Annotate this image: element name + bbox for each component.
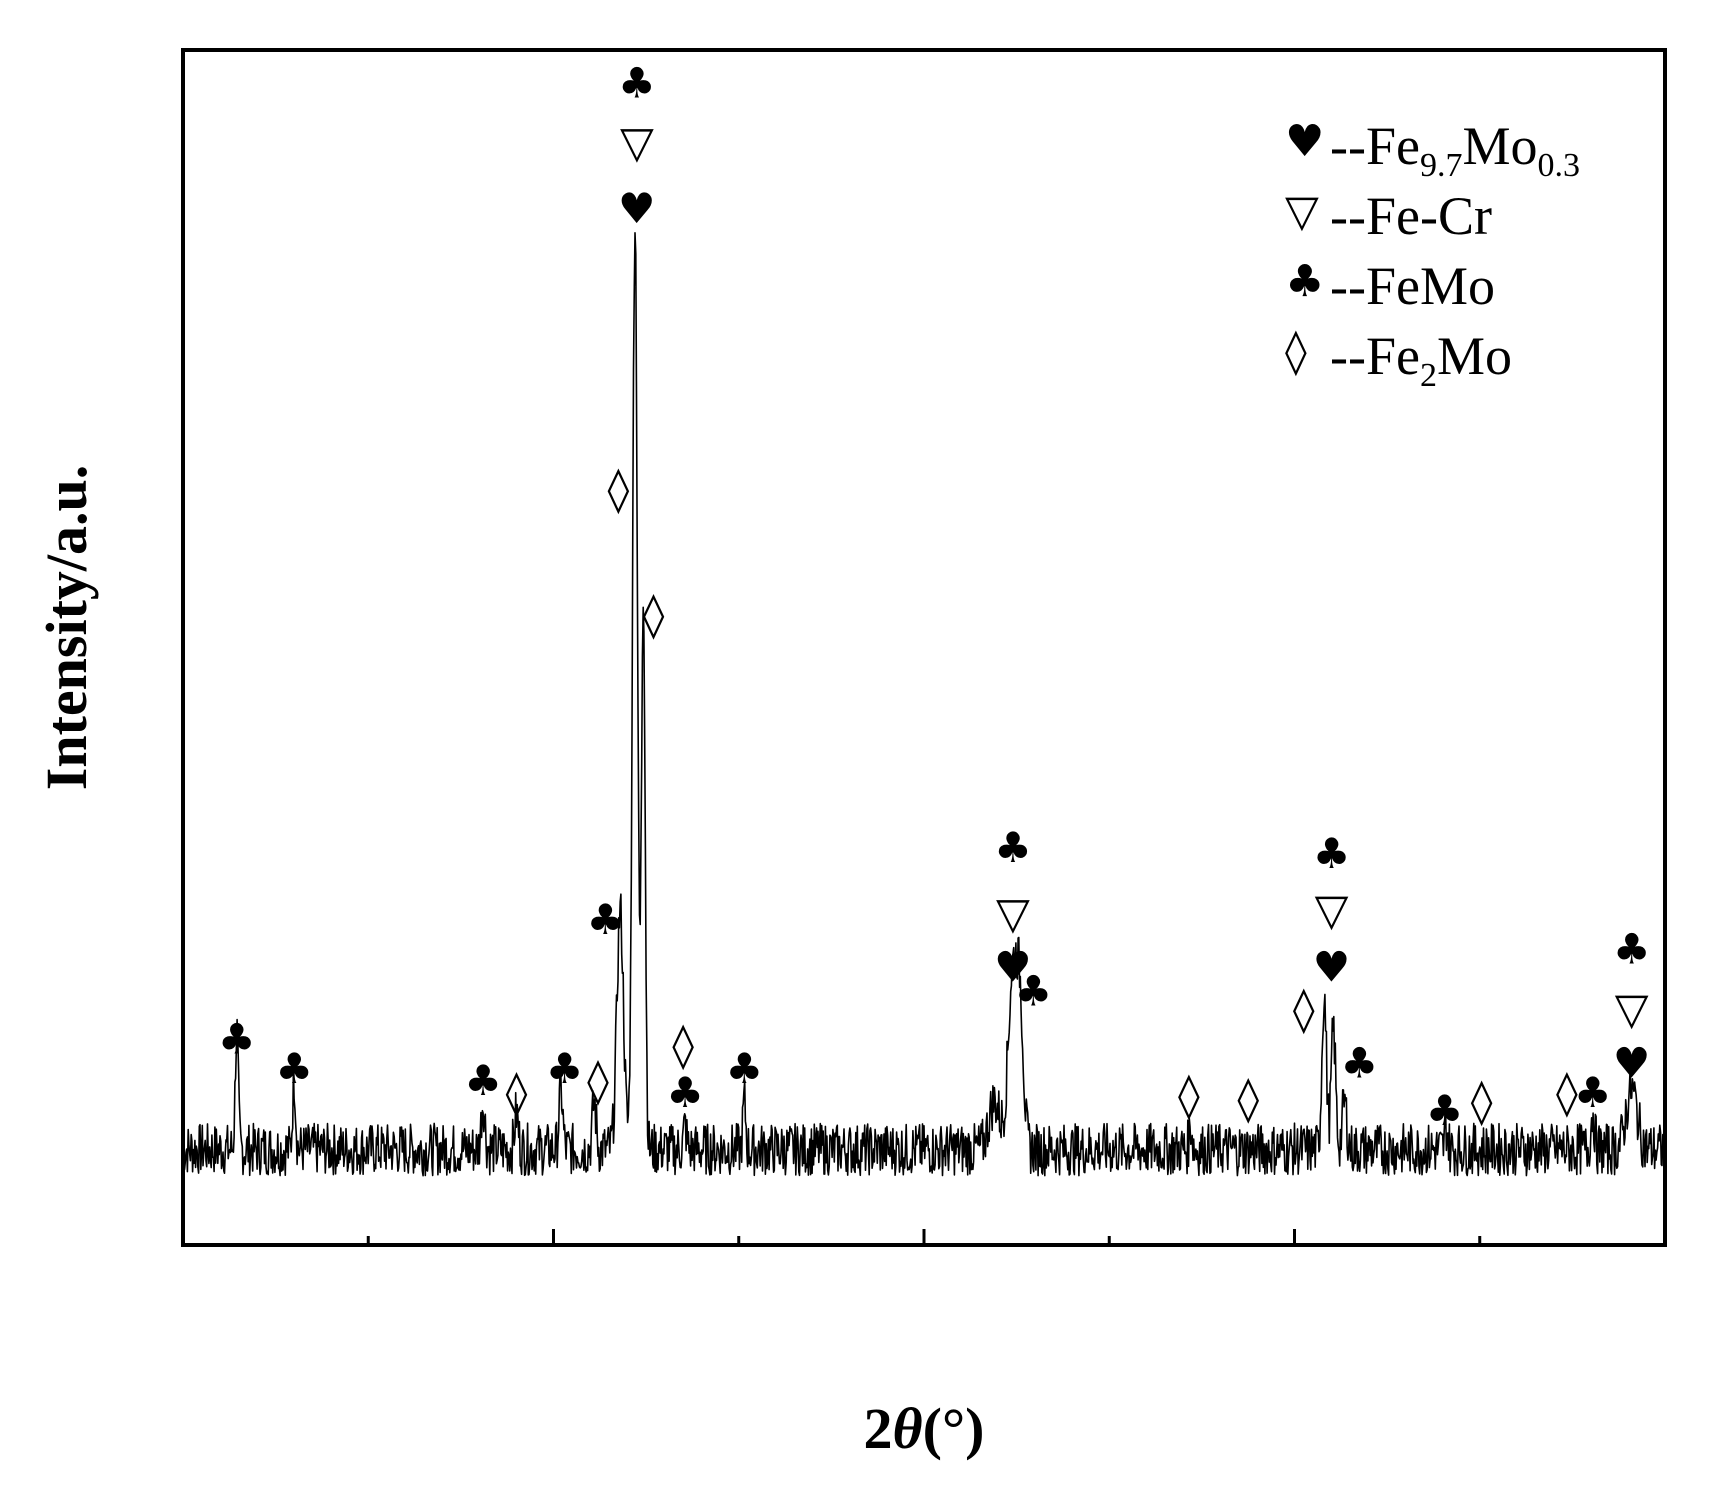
peak-marker: ♣: [1426, 1086, 1464, 1135]
peak-marker: ♣: [1574, 1068, 1612, 1117]
peak-marker: ♣: [218, 1014, 256, 1063]
peak-marker: ♣: [587, 895, 625, 944]
legend-item: ♣ --FeMo: [1285, 256, 1495, 316]
peak-marker: ♣: [994, 823, 1032, 872]
peak-marker: ♥: [1313, 943, 1351, 992]
peak-marker: ▽: [1615, 984, 1649, 1035]
legend-text-part: --Fe: [1330, 326, 1420, 386]
peak-marker: ♣: [618, 58, 656, 107]
peak-marker: ◊: [587, 1056, 609, 1107]
peak-marker: ♣: [725, 1044, 763, 1093]
peak-marker: ♣: [1613, 925, 1651, 974]
peak-marker: ◊: [1293, 984, 1315, 1035]
legend-subscript: 0.3: [1537, 147, 1580, 184]
peak-marker: ▽: [620, 118, 654, 169]
peak-marker: ◊: [672, 1020, 694, 1071]
legend-item: ◊ --Fe2Mo: [1285, 326, 1512, 394]
peak-marker: ♥: [1613, 1038, 1651, 1087]
legend-symbol: ▽: [1285, 186, 1319, 237]
peak-marker: ◊: [607, 464, 629, 515]
legend-label: --Fe9.7Mo0.3: [1330, 116, 1580, 184]
peak-marker: ◊: [1237, 1074, 1259, 1125]
x-axis-title-prefix: 2: [864, 1396, 893, 1461]
peak-marker: ◊: [643, 590, 665, 641]
legend-text-part: --Fe-Cr: [1330, 186, 1492, 246]
peak-marker: ◊: [506, 1068, 528, 1119]
legend-label: --Fe-Cr: [1330, 186, 1492, 246]
peak-marker: ♣: [1341, 1038, 1379, 1087]
legend-symbol: ♥: [1285, 116, 1324, 167]
series-line-xrd-pattern: [182, 232, 1666, 1177]
legend-label: --Fe2Mo: [1330, 326, 1512, 394]
peak-marker: ♣: [275, 1044, 313, 1093]
legend-text-part: Mo: [1462, 116, 1537, 176]
peak-marker: ♣: [546, 1044, 584, 1093]
x-axis-title: 2θ(°): [864, 1396, 985, 1461]
peak-marker: ▽: [1315, 885, 1349, 936]
legend-text-part: Mo: [1437, 326, 1512, 386]
legend-subscript: 9.7: [1420, 147, 1463, 184]
legend-item: ♥ --Fe9.7Mo0.3: [1285, 116, 1580, 184]
legend-subscript: 2: [1420, 357, 1437, 394]
legend-label: --FeMo: [1330, 256, 1495, 316]
peak-marker: ◊: [1178, 1070, 1200, 1121]
x-axis-title-symbol: θ: [893, 1396, 923, 1461]
peak-marker: ♣: [1014, 967, 1052, 1016]
legend-symbol: ◊: [1285, 326, 1307, 377]
plot-layer: [182, 232, 1666, 1177]
peak-marker: ♣: [464, 1056, 502, 1105]
peak-marker: ◊: [1556, 1068, 1578, 1119]
peak-marker: ♥: [994, 943, 1032, 992]
legend: ♥ --Fe9.7Mo0.3▽ --Fe-Cr♣ --FeMo◊ --Fe2Mo: [1285, 116, 1580, 394]
legend-item: ▽ --Fe-Cr: [1285, 186, 1492, 246]
axes: 2θ(°)Intensity/a.u.: [34, 48, 1667, 1461]
x-axis-title-suffix: (°): [923, 1396, 985, 1461]
legend-text-part: --FeMo: [1330, 256, 1495, 316]
peak-marker: ♥: [618, 184, 656, 233]
peak-marker: ♣: [666, 1068, 704, 1117]
annotation-layer: ♣▽♥◊◊♣♣♣ ♣ ◊ ♣ ◊◊♣ ♣♣▽♥♣◊ ◊♣▽♥◊♣♣ ◊ ◊♣♣▽♥: [218, 58, 1651, 1135]
legend-symbol: ♣: [1285, 256, 1324, 307]
peak-marker: ▽: [996, 888, 1030, 939]
legend-text-part: --Fe: [1330, 116, 1420, 176]
peak-marker: ♣: [1313, 829, 1351, 878]
peak-marker: ◊: [1471, 1076, 1493, 1127]
y-axis-title: Intensity/a.u.: [34, 465, 99, 791]
